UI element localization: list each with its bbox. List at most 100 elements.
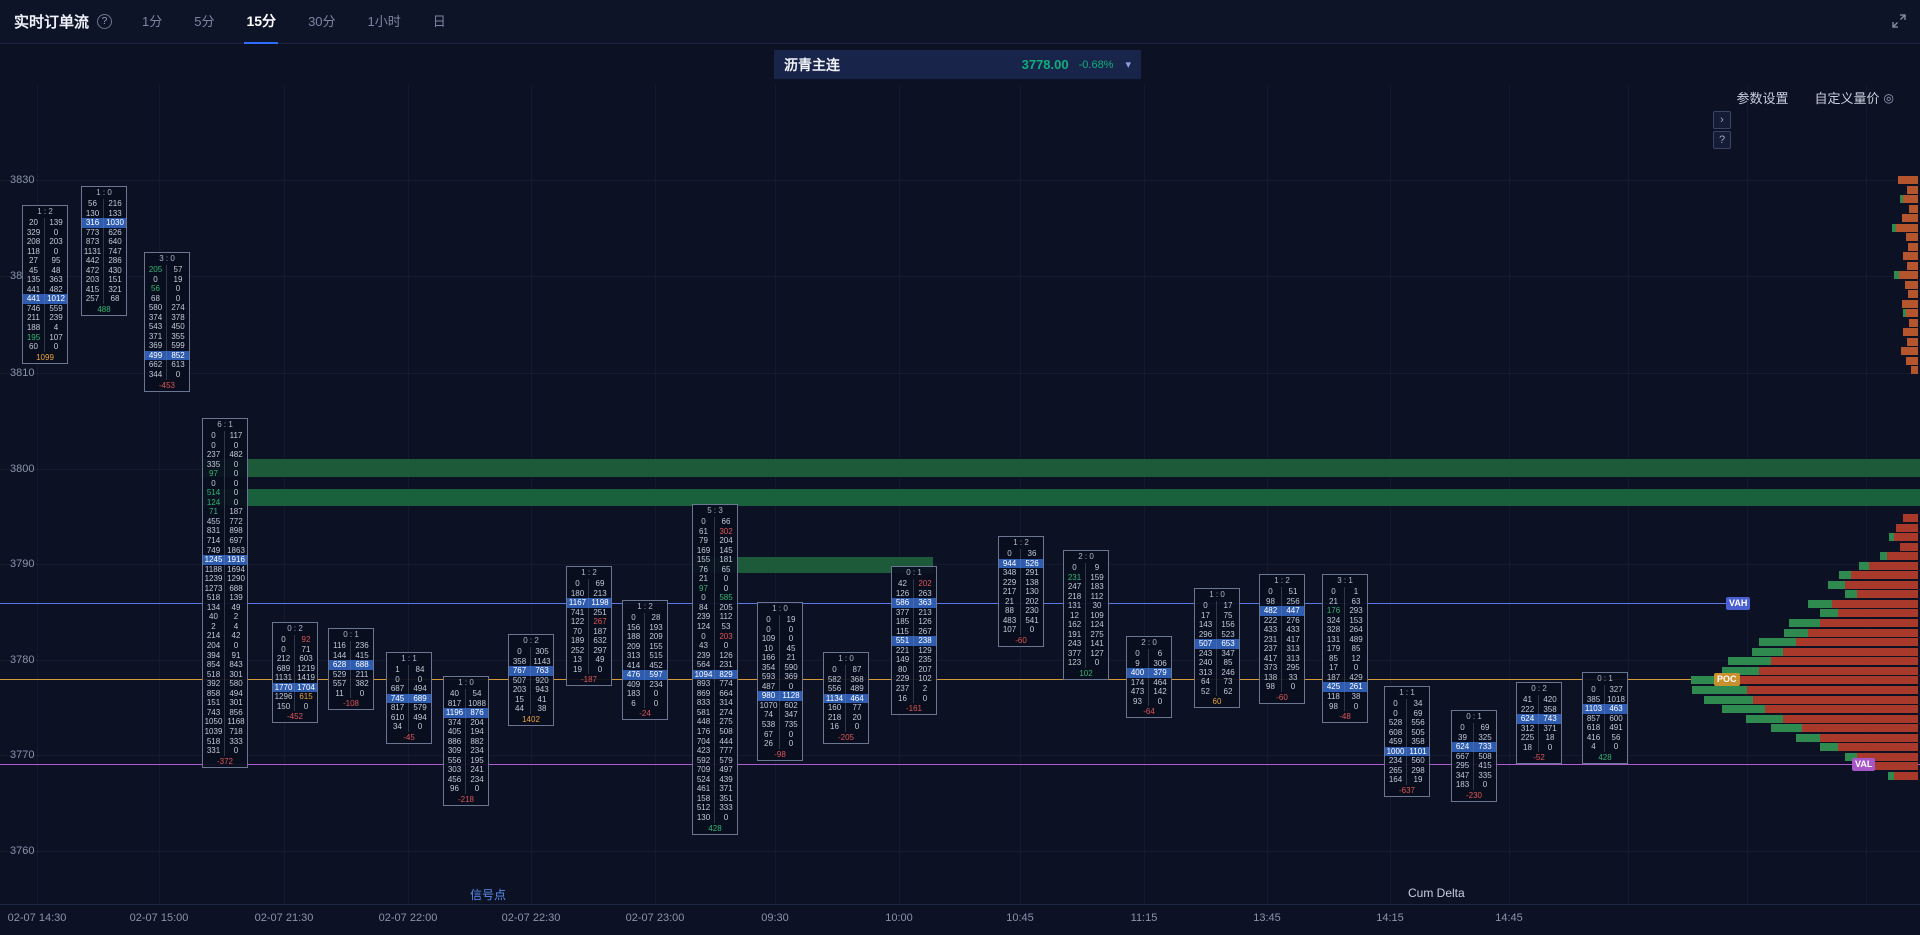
footprint-column[interactable]: 1 : 1 0 34 0 69 528 556 608 505 459 358 1000 1101 234…: [1384, 686, 1430, 797]
help-icon[interactable]: ?: [97, 14, 113, 29]
imbalance-header: 1 : 1: [1399, 688, 1415, 697]
time-axis[interactable]: 02-07 14:30 02-07 15:00 02-07 21:30 02-07 2…: [0, 904, 1920, 935]
footprint-column[interactable]: 1 : 0 0 19 0 0 109 0 10 45 166 21 354 590 593 369 487 0 9…: [757, 602, 803, 761]
footprint-row: 556 489: [824, 684, 868, 694]
tab-1小时[interactable]: 1小时: [367, 14, 401, 29]
footprint-row: 1039 718: [203, 726, 247, 737]
fullscreen-icon[interactable]: [1892, 14, 1906, 28]
footprint-column[interactable]: 1 : 0 56 216 130 133 316 1030 773 626 873 640 1131 7…: [81, 186, 127, 317]
tab-5分[interactable]: 5分: [194, 14, 215, 29]
footprint-column[interactable]: 6 : 1 0 117 0 0 237 482 335 0 97 0 0 0 514 0 124 0 71 187 4…: [202, 418, 248, 768]
footprint-row: 714 697: [203, 536, 247, 546]
tab-日[interactable]: 日: [432, 14, 446, 29]
bid-cell: 208: [23, 237, 45, 247]
footprint-row: 71 187: [203, 507, 247, 517]
ask-cell: 211: [355, 669, 369, 679]
collapse-panel-button[interactable]: ›: [1713, 111, 1731, 129]
signal-point-label[interactable]: 信号点: [470, 888, 507, 902]
delta-footer: -48: [1339, 712, 1351, 722]
footprint-column[interactable]: 1 : 2 0 51 98 256 482 447 222 276 433 433 231 417 237…: [1259, 574, 1305, 705]
footprint-column[interactable]: 0 : 1 42 202 126 263 586 363 377 213 185 126 115 267…: [891, 566, 937, 716]
footprint-column[interactable]: 2 : 0 0 6 9 306 400 379 174 464 473 142 93 0 -64: [1126, 636, 1172, 719]
footprint-row: 134 49: [203, 602, 247, 613]
contract-selector[interactable]: 沥青主连 3778.00 -0.68% ▾: [774, 50, 1141, 79]
footprint-column[interactable]: 0 : 1 0 327 385 1018 1103 463 857 600 618 491 416 56…: [1582, 672, 1628, 764]
footprint-column[interactable]: 3 : 0 205 57 0 19 56 0 68 0 580 274 374 378 543 450 371…: [144, 252, 190, 392]
bid-cell: 191: [1064, 629, 1086, 640]
grid-line: [0, 373, 1920, 374]
ask-cell: 1916: [225, 555, 247, 565]
footprint-column[interactable]: 1 : 2 0 28 156 193 188 209 209 155 313 515 414 452 47…: [622, 600, 668, 721]
footprint-column[interactable]: 0 : 2 41 420 222 358 624 743 312 371 225 18 18 0 -52: [1516, 682, 1562, 765]
bid-cell: 118: [23, 246, 45, 257]
footprint-column[interactable]: 0 : 1 116 236 144 415 628 688 529 211 557 382 11 0 -1…: [328, 628, 374, 711]
bid-cell: 514: [203, 488, 225, 498]
ask-cell: 579: [413, 703, 427, 713]
footprint-row: 0 51: [1260, 587, 1304, 597]
custom-volume-button[interactable]: 自定义量价 ◎: [1815, 88, 1895, 107]
ask-cell: 139: [49, 218, 63, 227]
panel-help-button[interactable]: ?: [1713, 131, 1731, 149]
ask-cell: 743: [1539, 714, 1561, 724]
footprint-row: 1296 615: [273, 692, 317, 702]
settings-button[interactable]: 参数设置: [1736, 91, 1789, 106]
footprint-column[interactable]: 3 : 1 0 1 21 63 176 293 324 153 328 264 131 489 179 85…: [1322, 574, 1368, 724]
footprint-column[interactable]: 0 : 1 0 69 39 325 624 733 667 508 295 415 347 335 183…: [1451, 710, 1497, 802]
footprint-column[interactable]: 1 : 0 0 17 17 75 143 156 296 523 507 653 243 347 240 8…: [1194, 588, 1240, 709]
footprint-row: 150 0: [273, 701, 317, 712]
ask-cell: 355: [171, 331, 185, 341]
footprint-column[interactable]: 5 : 3 0 66 61 302 79 204 169 145 155 181 76 65 21 0 97 0…: [692, 504, 738, 835]
footprint-column[interactable]: 0 : 2 0 92 0 71 212 603 689 1219 1131 1419 1770 1704…: [272, 622, 318, 724]
footprint-column[interactable]: 1 : 0 0 87 582 368 556 489 1134 464 160 77 218 20 16 0…: [823, 652, 869, 744]
ask-cell: 0: [233, 440, 239, 450]
footprint-row: 400 379: [1127, 668, 1171, 678]
ask-cell: 613: [171, 360, 185, 370]
footprint-row: 331 0: [203, 746, 247, 756]
ask-cell: 126: [719, 650, 733, 660]
ask-cell: 508: [719, 727, 733, 737]
bid-cell: 156: [623, 622, 645, 633]
footprint-column[interactable]: 1 : 1 1 84 0 0 687 494 745 689 817 579 610 494 34 0 -45: [386, 652, 432, 744]
footprint-column[interactable]: 1 : 2 0 69 180 213 1167 1198 741 251 122 267 70 187 1…: [566, 566, 612, 687]
footprint-row: 514 0: [203, 488, 247, 498]
time-label: 14:45: [1495, 912, 1523, 924]
footprint-row: 0 203: [693, 631, 737, 642]
ask-cell: 0: [53, 246, 59, 256]
ask-cell: 73: [1223, 677, 1233, 687]
bid-cell: 309: [444, 746, 466, 756]
footprint-row: 980 1128: [758, 691, 802, 701]
tab-1分[interactable]: 1分: [142, 14, 163, 29]
footprint-row: 0 19: [145, 274, 189, 285]
bid-cell: 231: [1064, 572, 1086, 583]
footprint-column[interactable]: 1 : 2 0 36 944 526 348 291 229 138 217 130 21 202 88 2…: [998, 536, 1044, 647]
footprint-column[interactable]: 1 : 0 40 54 817 1088 1196 876 374 204 405 194 886 88…: [443, 676, 489, 807]
bid-cell: 0: [273, 644, 295, 655]
bid-cell: 21: [999, 596, 1021, 607]
footprint-row: 373 295: [1260, 663, 1304, 673]
footprint-row: 116 236: [329, 641, 373, 651]
footprint-row: 817 579: [387, 703, 431, 713]
ask-cell: 91: [231, 650, 241, 660]
footprint-column[interactable]: 0 : 2 0 305 358 1143 767 763 507 920 203 943 15 41 44…: [508, 634, 554, 726]
ask-cell: 107: [49, 332, 63, 342]
footprint-row: 40 54: [444, 689, 488, 699]
footprint-row: 0 66: [693, 517, 737, 527]
footprint-column[interactable]: 2 : 0 0 9 231 159 247 183 218 112 131 30 12 109 162 12…: [1063, 550, 1109, 681]
delta-footer: -24: [639, 709, 651, 719]
profile-bar: [1908, 243, 1918, 251]
ask-cell: 541: [1025, 615, 1039, 625]
ask-cell: 286: [108, 256, 122, 266]
ask-cell: 0: [788, 739, 794, 749]
bid-cell: 123: [1064, 658, 1086, 669]
footprint-column[interactable]: 1 : 2 20 139 329 0 208 203 118 0 27 95 45 48 135 363 44…: [22, 205, 68, 364]
ask-cell: 87: [852, 665, 862, 674]
bid-cell: 247: [1064, 582, 1086, 592]
bid-cell: 27: [23, 256, 45, 266]
bid-cell: 610: [387, 712, 409, 723]
bid-cell: 773: [82, 227, 104, 238]
bid-cell: 79: [693, 536, 715, 546]
tab-30分[interactable]: 30分: [308, 14, 336, 29]
bid-cell: 303: [444, 765, 466, 775]
bid-cell: 16: [892, 693, 914, 704]
tab-15分[interactable]: 15分: [244, 0, 279, 44]
